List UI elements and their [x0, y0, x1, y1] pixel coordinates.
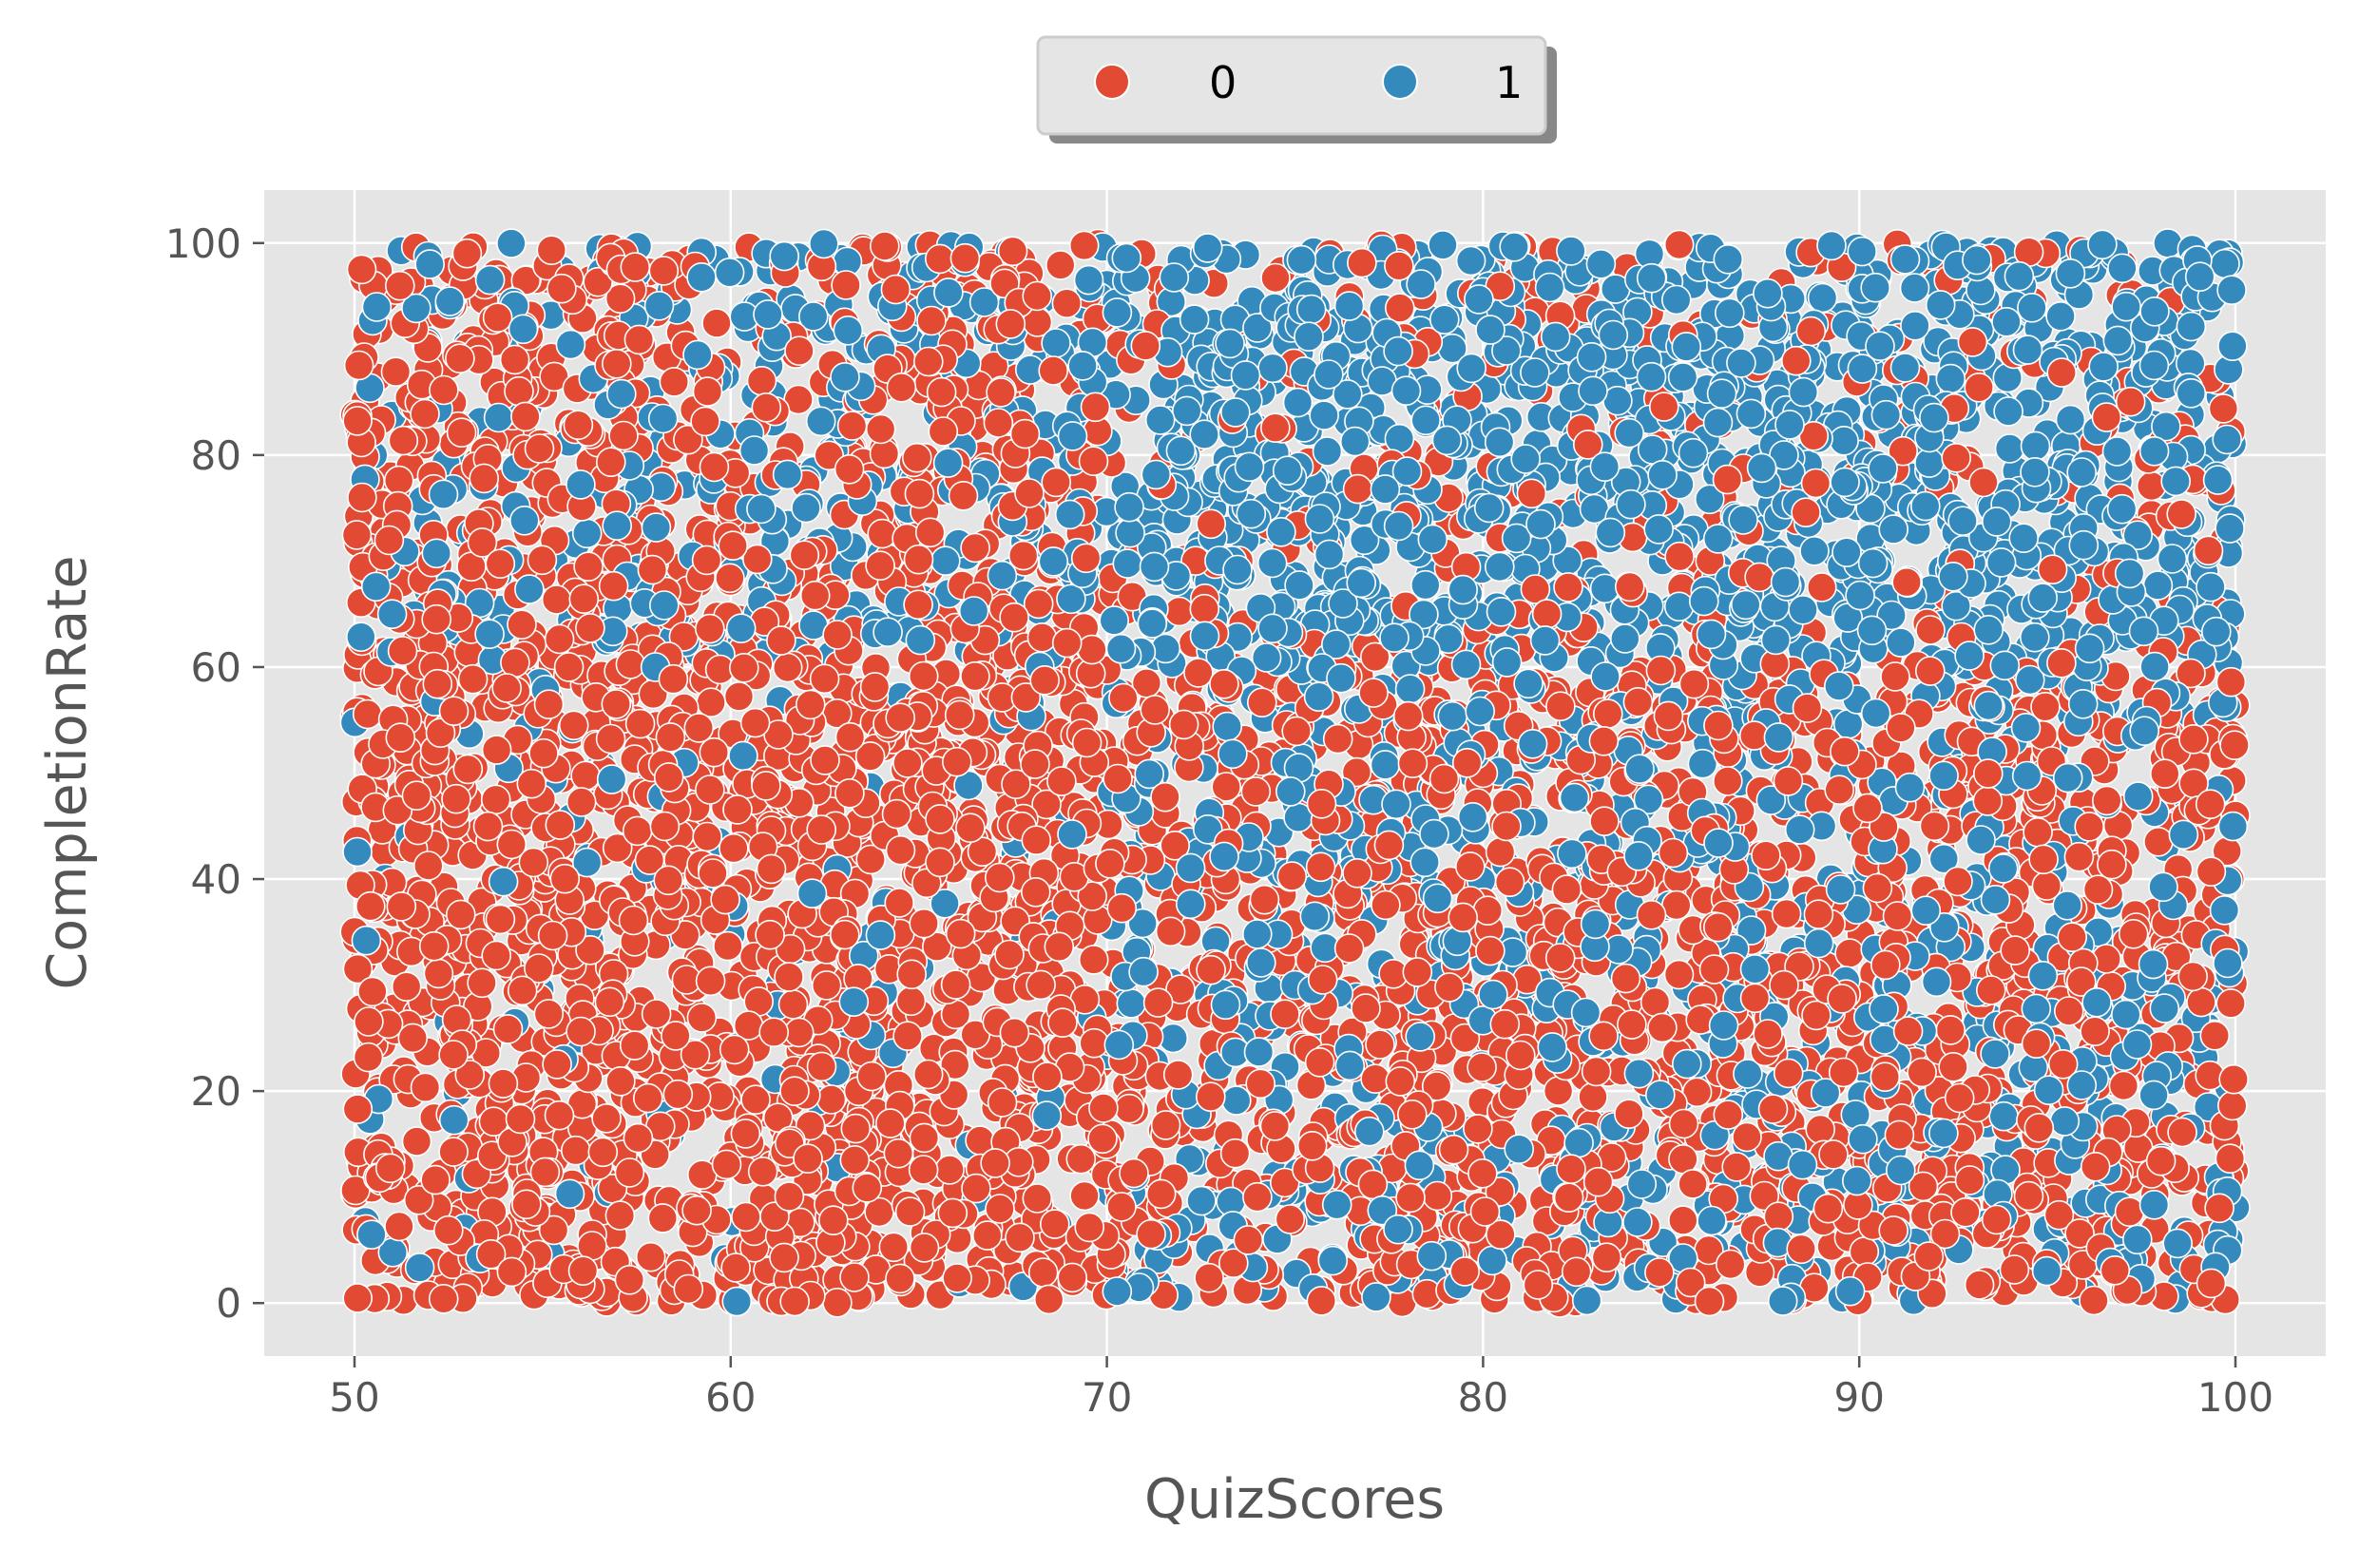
point-series-0: [1069, 1180, 1100, 1212]
point-series-0: [1661, 889, 1692, 921]
point-series-1: [930, 888, 960, 919]
point-series-0: [573, 551, 604, 583]
point-series-1: [728, 740, 758, 772]
point-series-1: [1994, 433, 2025, 464]
point-series-0: [2186, 986, 2216, 1018]
point-series-0: [1247, 687, 1277, 718]
point-series-1: [1384, 423, 1415, 454]
point-series-0: [1211, 772, 1241, 802]
point-series-1: [1282, 387, 1314, 418]
point-series-0: [686, 1003, 718, 1033]
point-series-0: [1663, 229, 1695, 260]
point-series-0: [1150, 1110, 1181, 1140]
point-series-1: [2212, 424, 2242, 455]
point-series-0: [401, 1126, 432, 1157]
point-series-1: [1073, 264, 1104, 296]
point-series-0: [1999, 1254, 2030, 1285]
point-series-0: [341, 520, 373, 550]
point-series-0: [1773, 766, 1804, 796]
point-series-0: [1371, 889, 1401, 921]
point-series-1: [2122, 781, 2154, 812]
point-series-1: [1428, 229, 1458, 260]
point-series-0: [1807, 572, 1837, 602]
point-series-1: [1993, 396, 2023, 427]
point-series-1: [1663, 591, 1695, 622]
point-series-1: [1212, 711, 1242, 742]
point-series-0: [446, 417, 477, 449]
point-series-0: [696, 687, 726, 718]
point-series-0: [1260, 262, 1291, 294]
point-series-1: [1309, 400, 1339, 430]
point-series-0: [960, 660, 990, 692]
point-series-1: [1736, 398, 1767, 430]
point-series-1: [1312, 436, 1343, 467]
point-series-1: [1499, 231, 1529, 262]
point-series-0: [570, 760, 601, 792]
point-series-1: [2088, 352, 2119, 382]
point-series-1: [1102, 297, 1133, 328]
point-series-0: [391, 971, 422, 1002]
point-series-1: [1807, 282, 1838, 314]
point-series-0: [1078, 945, 1109, 975]
point-series-1: [1115, 517, 1145, 548]
point-series-0: [1249, 884, 1280, 915]
point-series-0: [1455, 851, 1486, 882]
point-series-1: [721, 1286, 753, 1317]
point-series-1: [2107, 253, 2138, 284]
scatter-points: [339, 228, 2251, 1318]
point-series-0: [699, 736, 730, 768]
point-series-0: [1045, 250, 1076, 280]
point-series-0: [553, 652, 585, 682]
point-series-0: [809, 663, 840, 695]
point-series-1: [1900, 310, 1930, 341]
point-series-1: [2020, 430, 2051, 462]
point-series-0: [383, 465, 414, 496]
point-series-1: [2049, 1106, 2081, 1137]
point-series-1: [1889, 244, 1921, 275]
point-series-1: [1910, 490, 1941, 522]
point-series-0: [1163, 596, 1195, 627]
point-series-1: [1116, 988, 1147, 1019]
point-series-1: [738, 435, 770, 466]
point-series-1: [508, 505, 540, 536]
point-series-0: [544, 623, 575, 655]
point-series-1: [1702, 407, 1734, 438]
point-series-1: [496, 228, 527, 258]
point-series-0: [895, 985, 927, 1017]
point-series-0: [380, 356, 412, 388]
point-series-1: [1988, 1100, 2019, 1132]
point-series-0: [2143, 826, 2174, 857]
point-series-1: [1687, 748, 1718, 779]
point-series-0: [1721, 1152, 1752, 1182]
point-series-1: [514, 574, 545, 604]
point-series-1: [1878, 514, 1908, 545]
point-series-1: [2210, 248, 2240, 279]
point-series-0: [1834, 938, 1865, 968]
point-series-1: [1889, 353, 1921, 383]
point-series-0: [1543, 1076, 1574, 1106]
point-series-1: [930, 545, 961, 577]
point-series-0: [822, 1288, 853, 1318]
point-series-0: [2208, 393, 2239, 424]
point-series-1: [1848, 1123, 1878, 1155]
point-series-0: [867, 518, 898, 549]
point-series-1: [1829, 425, 1859, 456]
point-series-0: [2177, 961, 2208, 992]
point-series-1: [1112, 548, 1143, 579]
point-series-0: [701, 308, 732, 338]
point-series-0: [342, 1094, 374, 1124]
point-series-0: [1051, 288, 1083, 319]
point-series-1: [1256, 547, 1288, 579]
point-series-1: [1394, 674, 1426, 704]
point-series-1: [2055, 404, 2086, 435]
point-series-0: [635, 1241, 666, 1272]
point-series-1: [1150, 633, 1181, 664]
point-series-0: [615, 649, 646, 679]
point-series-0: [1422, 1180, 1453, 1212]
